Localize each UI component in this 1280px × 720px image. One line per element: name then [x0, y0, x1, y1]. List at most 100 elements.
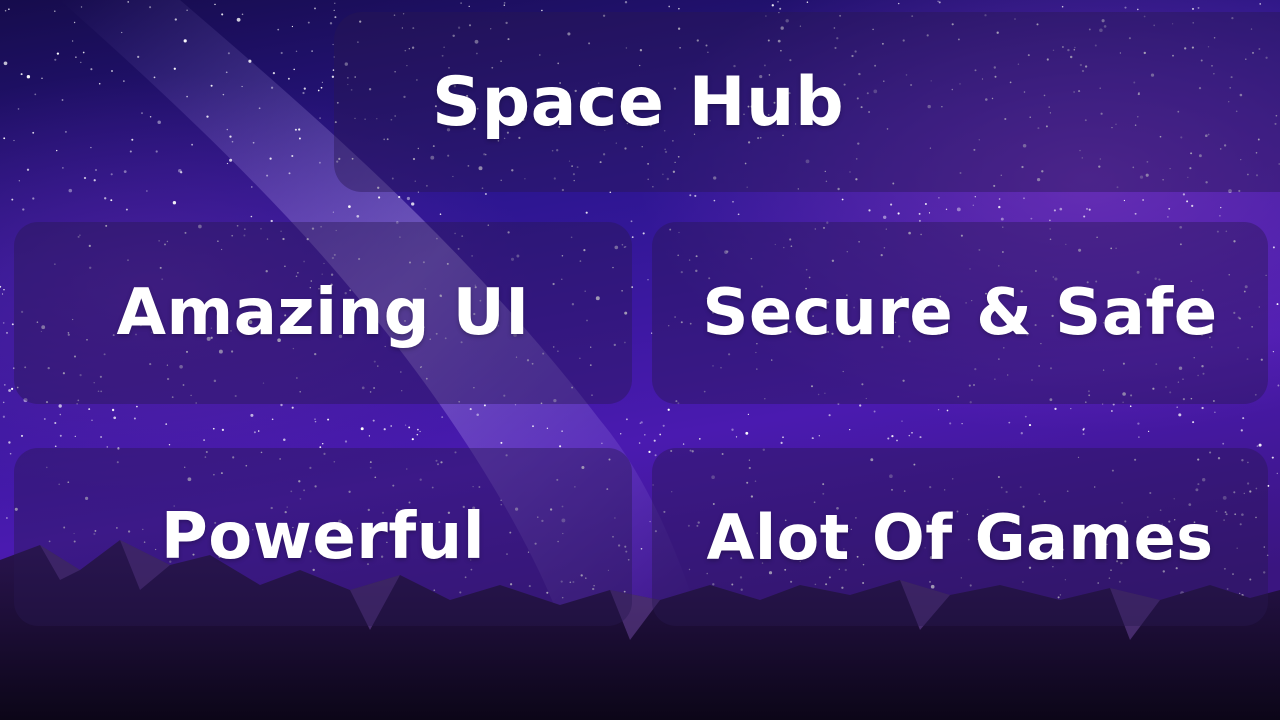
- star: [667, 324, 670, 327]
- star: [773, 101, 776, 104]
- star: [677, 254, 680, 257]
- star: [1101, 19, 1105, 23]
- star: [404, 320, 406, 322]
- star: [568, 160, 571, 162]
- star: [625, 418, 628, 421]
- star: [1048, 219, 1051, 222]
- star: [467, 165, 470, 167]
- star: [472, 506, 476, 510]
- star: [231, 140, 234, 143]
- star: [1197, 458, 1200, 461]
- star: [624, 1, 628, 4]
- star: [310, 280, 313, 282]
- star: [826, 301, 830, 304]
- star: [1098, 165, 1101, 168]
- star: [93, 382, 95, 384]
- star: [724, 250, 728, 254]
- star: [652, 484, 654, 486]
- star: [1052, 566, 1054, 568]
- star: [889, 474, 893, 479]
- star: [373, 387, 376, 389]
- star: [1091, 525, 1094, 527]
- star: [585, 577, 587, 579]
- star: [513, 333, 517, 337]
- star: [756, 532, 758, 534]
- star: [509, 583, 513, 586]
- star: [1, 293, 4, 295]
- star: [327, 418, 330, 421]
- star: [127, 1, 130, 3]
- star: [740, 588, 743, 591]
- star: [579, 357, 581, 359]
- star: [849, 428, 851, 431]
- star: [844, 568, 847, 572]
- star: [402, 533, 405, 537]
- star: [500, 179, 502, 182]
- star: [1023, 91, 1026, 93]
- star: [841, 586, 844, 589]
- star: [280, 230, 282, 233]
- star: [653, 439, 656, 442]
- star: [938, 197, 940, 199]
- star: [1182, 398, 1185, 401]
- star: [862, 563, 865, 566]
- star: [790, 245, 793, 248]
- star: [1065, 243, 1067, 246]
- star: [1197, 483, 1200, 486]
- star: [1022, 505, 1025, 508]
- star: [62, 372, 65, 375]
- star: [364, 118, 366, 120]
- star: [470, 568, 473, 571]
- star: [625, 550, 628, 553]
- star: [98, 82, 101, 85]
- star: [1240, 158, 1242, 161]
- feature-label: Amazing UI: [116, 276, 530, 350]
- star: [226, 162, 229, 165]
- star: [212, 427, 215, 430]
- star: [515, 356, 518, 358]
- star: [36, 321, 39, 323]
- star: [299, 498, 302, 500]
- star: [748, 459, 751, 461]
- star: [408, 48, 410, 50]
- star: [1213, 36, 1216, 39]
- star: [627, 558, 630, 561]
- star: [403, 95, 406, 99]
- feature-label: Powerful: [160, 500, 486, 574]
- star: [1067, 48, 1070, 52]
- star: [73, 21, 76, 24]
- star: [956, 510, 959, 513]
- star: [369, 466, 372, 469]
- star: [1137, 422, 1140, 425]
- star: [58, 483, 61, 486]
- star: [931, 534, 933, 536]
- star: [1277, 384, 1280, 387]
- feature-card-games: Alot Of Games: [652, 448, 1268, 626]
- star: [358, 257, 361, 261]
- star: [918, 212, 921, 215]
- star: [1022, 581, 1024, 583]
- star: [1193, 357, 1195, 359]
- star: [1205, 181, 1208, 184]
- star: [1223, 567, 1226, 570]
- star: [129, 150, 132, 153]
- star: [812, 315, 814, 317]
- star: [630, 220, 633, 223]
- star: [811, 437, 814, 440]
- star: [270, 219, 273, 223]
- star: [853, 306, 855, 309]
- star: [3, 61, 8, 66]
- star: [1159, 135, 1162, 138]
- star: [435, 459, 438, 462]
- star: [1005, 490, 1008, 494]
- star: [419, 366, 422, 368]
- star: [271, 418, 274, 421]
- star: [881, 42, 884, 45]
- star: [913, 463, 916, 466]
- star: [675, 400, 678, 403]
- star: [1173, 498, 1175, 500]
- star: [1247, 173, 1249, 176]
- star: [731, 583, 734, 586]
- star: [805, 301, 808, 304]
- star: [80, 6, 83, 8]
